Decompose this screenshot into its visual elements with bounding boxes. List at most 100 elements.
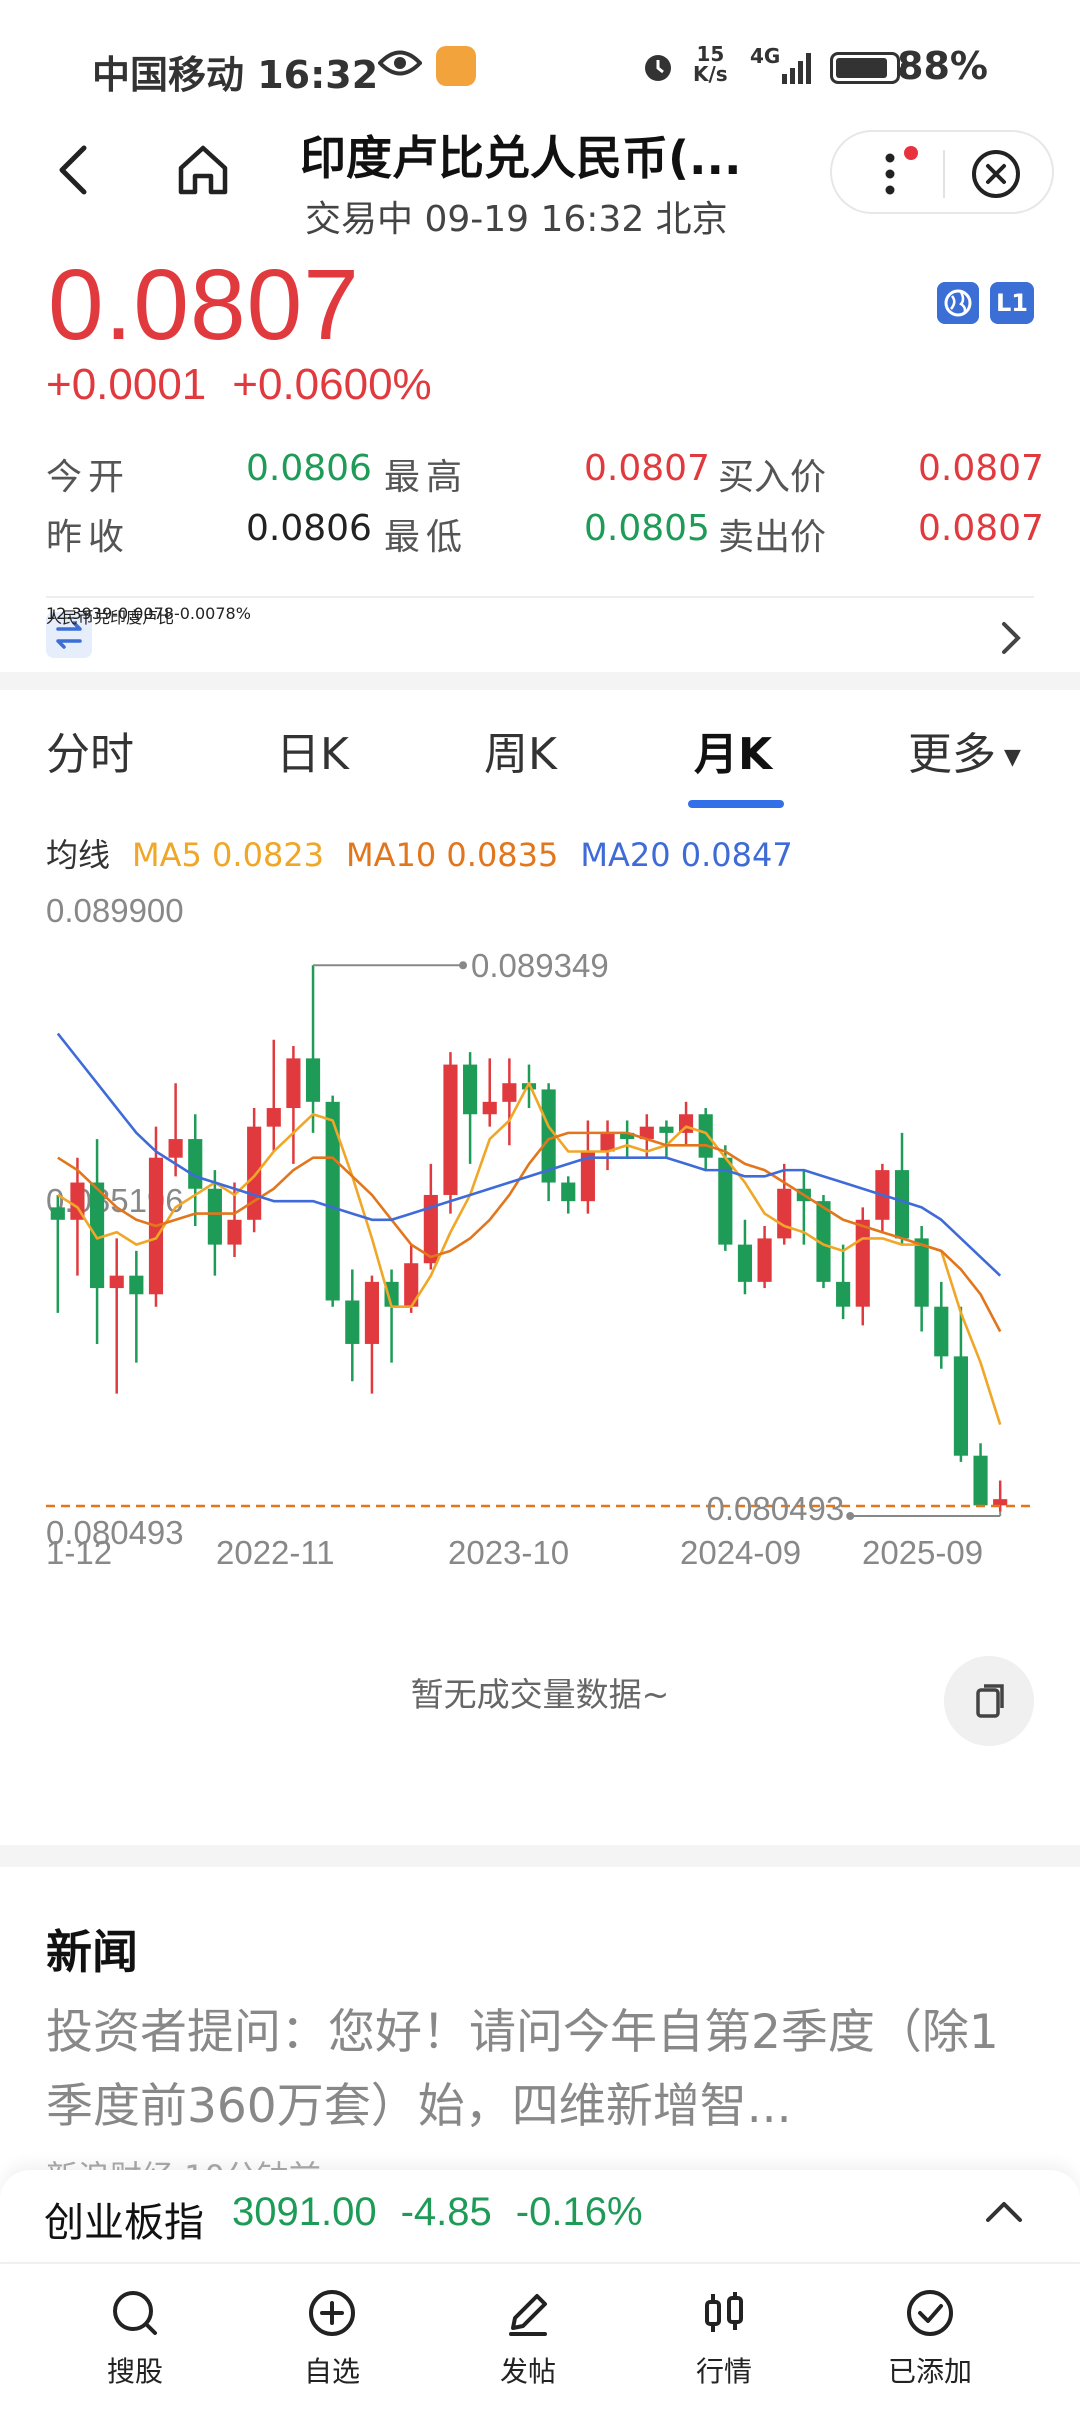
- back-icon[interactable]: [50, 140, 100, 200]
- ma-legend: 均线 MA5 0.0823 MA10 0.0835 MA20 0.0847: [46, 836, 793, 874]
- tabbar-post[interactable]: 发帖: [458, 2286, 598, 2390]
- stat-label-prev-close: 昨收: [46, 517, 131, 558]
- x-axis-label: 2025-09: [862, 1534, 983, 1571]
- candle-body: [227, 1219, 242, 1245]
- candle-body: [207, 1188, 222, 1245]
- candle-body: [168, 1139, 183, 1158]
- close-icon[interactable]: [970, 148, 1022, 200]
- candle-body: [698, 1114, 713, 1158]
- stat-value-prev-close: 0.0806: [246, 508, 372, 549]
- copy-icon[interactable]: [944, 1656, 1034, 1746]
- current-price: 0.0807: [48, 249, 360, 361]
- candle-body: [188, 1139, 203, 1189]
- tab-intraday[interactable]: 分时: [46, 729, 134, 780]
- candle-body: [423, 1194, 438, 1264]
- candle-body: [777, 1188, 792, 1239]
- tabbar-market[interactable]: 行情: [654, 2286, 794, 2390]
- candle-body: [325, 1101, 340, 1301]
- page-title: 印度卢比兑人民币(...: [300, 131, 742, 185]
- stat-label-high: 最高: [384, 457, 469, 498]
- high-marker-dot: [459, 961, 468, 970]
- tabbar-label: 发帖: [499, 2355, 556, 2388]
- capsule-menu: [830, 130, 1054, 214]
- divider: [46, 596, 1034, 598]
- index-ticker[interactable]: 创业板指 3091.00 -4.85 -0.16%: [0, 2170, 1080, 2260]
- dropdown-arrow-icon: ▼: [1004, 744, 1021, 770]
- candle-body: [600, 1132, 615, 1152]
- news-headline[interactable]: 投资者提问：您好！请问今年自第2季度（除1季度前360万套）始，四维新增智...: [46, 2005, 999, 2134]
- x-axis-label: 2024-09: [680, 1534, 801, 1571]
- home-icon[interactable]: [175, 142, 231, 198]
- candle-body: [305, 1058, 321, 1102]
- candle-body: [737, 1244, 753, 1282]
- candle-body: [934, 1306, 949, 1357]
- y-axis-bottom-label: 0.080493: [46, 1514, 184, 1551]
- tabbar-watchlist[interactable]: 自选: [262, 2286, 402, 2390]
- tabbar-label: 行情: [695, 2355, 752, 2388]
- carrier-time: 中国移动 16:32: [92, 53, 379, 97]
- stat-label-open: 今开: [46, 457, 131, 498]
- candle-body: [70, 1182, 85, 1220]
- ma20-line: [56, 1032, 1002, 1277]
- candle-body: [816, 1201, 831, 1282]
- candle-body: [580, 1151, 595, 1202]
- candle-body: [50, 1207, 65, 1220]
- signal-icon: [782, 53, 811, 84]
- tab-monthly-k[interactable]: 月K: [694, 729, 773, 780]
- app-notification-icon: [436, 46, 476, 86]
- candles-icon: [705, 2292, 743, 2332]
- more-icon[interactable]: [880, 150, 900, 198]
- alarm-icon: [645, 55, 671, 81]
- tabbar-search[interactable]: 搜股: [65, 2286, 205, 2390]
- x-axis-label: 2022-11: [216, 1534, 335, 1571]
- candle-body: [659, 1126, 674, 1133]
- index-values: 3091.00 -4.85 -0.16%: [232, 2190, 643, 2234]
- candle-body: [855, 1219, 870, 1307]
- candle-body: [620, 1132, 635, 1140]
- candlestick-chart[interactable]: 0.0899000.0851960.0804930.0893490.080493…: [0, 880, 1080, 1600]
- battery-icon: [830, 52, 906, 84]
- capsule-divider: [943, 150, 945, 198]
- cross-rate-values: 12.3939-0.0078-0.0078%: [46, 604, 251, 623]
- stat-value-ask: 0.0807: [918, 508, 1044, 549]
- x-axis-label: 1-12: [46, 1534, 112, 1571]
- swap-icon: [46, 612, 92, 658]
- news-heading: 新闻: [46, 1925, 138, 1979]
- candle-body: [757, 1238, 772, 1282]
- candle-body: [914, 1238, 929, 1307]
- tab-more[interactable]: 更多 ▼: [908, 729, 1021, 780]
- chevron-right-icon[interactable]: [996, 618, 1026, 658]
- candle-body: [894, 1170, 910, 1239]
- price-change: +0.0001 +0.0600%: [46, 360, 432, 409]
- section-gap: [0, 672, 1080, 690]
- tab-daily-k[interactable]: 日K: [276, 729, 349, 780]
- stat-value-low: 0.0805: [584, 508, 710, 549]
- candle-body: [993, 1499, 1008, 1506]
- tab-weekly-k[interactable]: 周K: [484, 729, 557, 780]
- tabbar-added[interactable]: 已添加: [860, 2286, 1000, 2390]
- candle-body: [541, 1089, 556, 1183]
- index-name: 创业板指: [44, 2200, 204, 2246]
- globe-icon[interactable]: [937, 282, 979, 324]
- candle-body: [561, 1182, 576, 1202]
- stat-value-open: 0.0806: [246, 448, 372, 489]
- check-circle-icon: [907, 2290, 953, 2336]
- search-icon: [113, 2291, 157, 2335]
- ma10-line: [57, 1131, 1002, 1333]
- section-gap: [0, 1845, 1080, 1867]
- stat-label-ask: 卖出价: [718, 517, 827, 558]
- trading-status: 交易中 09-19 16:32 北京: [305, 199, 728, 240]
- candle-body: [129, 1275, 144, 1295]
- candle-body: [90, 1182, 105, 1289]
- level1-badge[interactable]: L1: [990, 282, 1034, 324]
- chevron-up-icon[interactable]: [982, 2192, 1026, 2232]
- candle-body: [836, 1281, 851, 1307]
- bottom-tab-bar: 搜股 自选 发帖 行情 已添加: [0, 2262, 1080, 2412]
- stat-label-bid: 买入价: [718, 457, 827, 498]
- candle-body: [443, 1064, 458, 1195]
- stat-value-bid: 0.0807: [918, 448, 1044, 489]
- stat-value-high: 0.0807: [584, 448, 710, 489]
- candle-body: [109, 1275, 124, 1289]
- stat-label-low: 最低: [384, 517, 469, 558]
- eye-icon: [378, 50, 422, 76]
